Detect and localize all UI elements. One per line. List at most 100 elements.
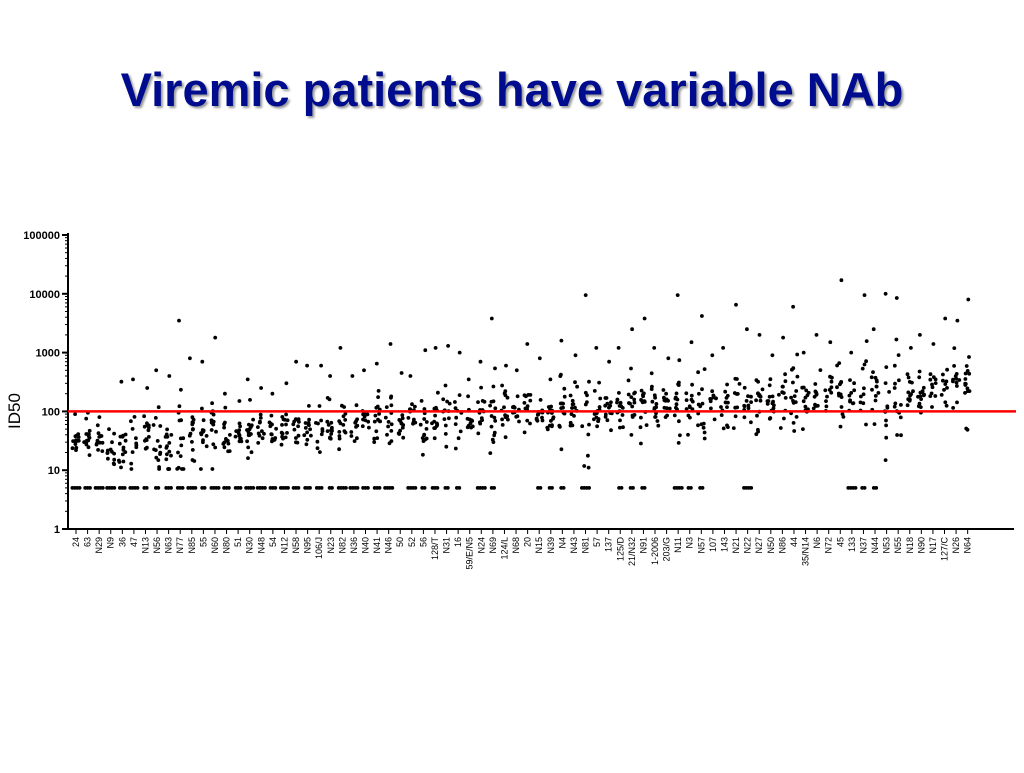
x-tick-label: 44 bbox=[789, 537, 799, 547]
data-point bbox=[737, 382, 742, 386]
x-tick-label: N15 bbox=[534, 537, 544, 554]
data-point-max bbox=[478, 359, 483, 364]
x-tick-label: 63 bbox=[83, 537, 93, 547]
data-point bbox=[876, 391, 881, 395]
data-point bbox=[418, 422, 423, 427]
data-point bbox=[146, 423, 151, 428]
data-point bbox=[389, 439, 394, 443]
data-point bbox=[573, 405, 577, 410]
data-point bbox=[603, 415, 608, 419]
data-point bbox=[177, 404, 182, 409]
data-point bbox=[315, 446, 320, 451]
data-point bbox=[270, 422, 274, 427]
data-point bbox=[337, 447, 341, 452]
data-point bbox=[373, 413, 378, 418]
data-point bbox=[143, 446, 148, 451]
data-point bbox=[873, 398, 878, 403]
data-point bbox=[476, 400, 480, 404]
data-point bbox=[123, 438, 128, 443]
data-point bbox=[147, 435, 151, 439]
data-point bbox=[861, 392, 866, 397]
data-point-floor bbox=[135, 486, 140, 490]
data-point bbox=[181, 467, 186, 471]
data-point bbox=[778, 426, 783, 430]
x-tick-label: 16 bbox=[453, 537, 463, 547]
data-point bbox=[851, 401, 855, 406]
x-tick-label: N36 bbox=[349, 537, 359, 554]
data-point bbox=[725, 405, 729, 409]
data-point bbox=[848, 398, 852, 403]
data-point bbox=[422, 407, 427, 411]
data-point bbox=[559, 406, 564, 410]
y-tick-label: 1000 bbox=[36, 348, 60, 360]
data-point bbox=[639, 388, 644, 393]
data-point bbox=[744, 399, 749, 403]
data-point bbox=[284, 422, 288, 427]
data-point bbox=[209, 428, 214, 432]
data-point bbox=[620, 413, 625, 417]
data-point bbox=[597, 405, 602, 409]
data-point-floor bbox=[169, 486, 173, 490]
data-point bbox=[735, 392, 740, 396]
data-point bbox=[964, 426, 969, 431]
data-point bbox=[433, 426, 437, 430]
data-point bbox=[262, 431, 266, 436]
data-point-max bbox=[666, 356, 671, 361]
data-point bbox=[478, 420, 482, 425]
x-tick-label: N55 bbox=[893, 537, 903, 554]
data-point-max bbox=[710, 353, 715, 358]
data-point bbox=[598, 396, 603, 401]
data-point bbox=[791, 366, 796, 371]
data-point bbox=[306, 423, 311, 427]
data-point bbox=[280, 423, 284, 427]
data-point-max bbox=[525, 342, 530, 346]
data-point bbox=[667, 406, 672, 411]
x-tick-label: 51 bbox=[233, 537, 243, 547]
data-point bbox=[896, 353, 901, 357]
data-point bbox=[500, 423, 505, 427]
data-point bbox=[94, 442, 99, 447]
data-point bbox=[95, 423, 100, 428]
data-point bbox=[700, 387, 704, 392]
data-point bbox=[413, 420, 418, 425]
data-point bbox=[963, 382, 968, 386]
data-point-max bbox=[955, 318, 960, 323]
data-point bbox=[898, 415, 903, 420]
data-point bbox=[187, 433, 192, 438]
data-point bbox=[129, 419, 133, 424]
x-ticks: 24 63 N29 N9 36 47 N13 N56 N63 N77 N85 55 N60 N80 51 N3… bbox=[71, 529, 973, 570]
data-point bbox=[506, 417, 510, 422]
data-point bbox=[941, 372, 945, 377]
data-point bbox=[296, 433, 301, 438]
data-point bbox=[317, 404, 322, 408]
data-point bbox=[386, 424, 390, 429]
data-point bbox=[247, 422, 251, 427]
data-point bbox=[492, 415, 497, 420]
data-point bbox=[945, 367, 949, 372]
data-point bbox=[604, 396, 609, 400]
data-point-max bbox=[408, 374, 413, 378]
data-point bbox=[422, 432, 427, 437]
data-point bbox=[112, 457, 117, 462]
data-point bbox=[99, 434, 104, 438]
data-point bbox=[214, 429, 218, 434]
data-point bbox=[319, 418, 323, 423]
x-tick-label: 20 bbox=[523, 537, 533, 547]
data-point-floor bbox=[435, 486, 440, 490]
data-point bbox=[223, 420, 227, 425]
data-point bbox=[522, 393, 527, 398]
data-point bbox=[791, 380, 795, 385]
data-point bbox=[158, 444, 163, 449]
data-point bbox=[374, 405, 379, 410]
data-point-floor bbox=[642, 486, 647, 490]
data-point bbox=[957, 378, 962, 382]
data-point bbox=[939, 393, 944, 397]
x-tick-label: 54 bbox=[268, 537, 278, 547]
data-point bbox=[664, 397, 669, 402]
data-point bbox=[281, 436, 285, 441]
data-point bbox=[895, 433, 899, 437]
data-point bbox=[587, 379, 591, 384]
data-point bbox=[712, 417, 717, 422]
data-point bbox=[562, 394, 567, 399]
data-point bbox=[928, 372, 933, 377]
